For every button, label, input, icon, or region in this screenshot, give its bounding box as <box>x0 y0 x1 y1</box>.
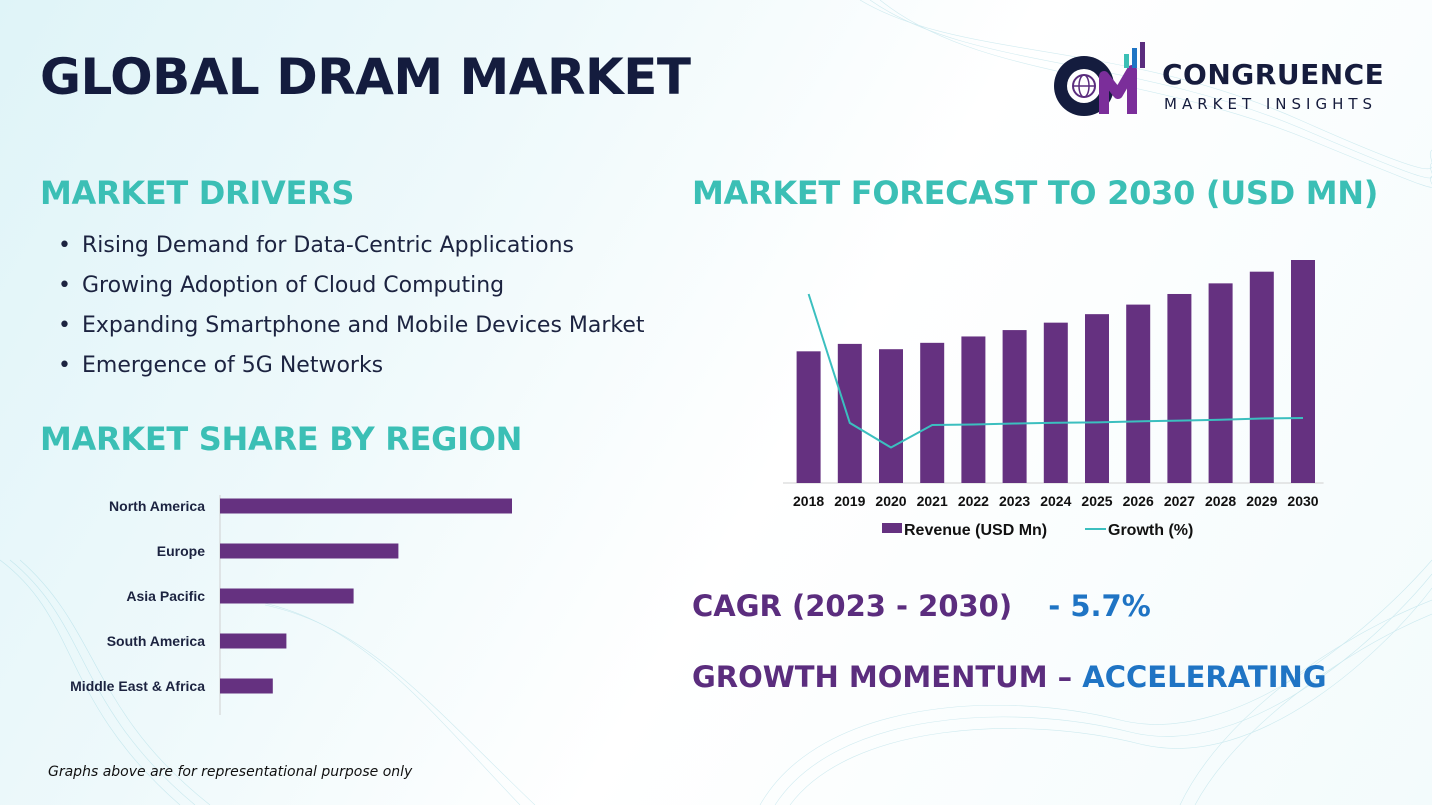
driver-text: Rising Demand for Data-Centric Applicati… <box>82 233 574 258</box>
year-tick-label: 2027 <box>1164 493 1195 509</box>
revenue-bar <box>1167 293 1192 483</box>
driver-text: Expanding Smartphone and Mobile Devices … <box>82 313 645 338</box>
legend-revenue-label: Revenue (USD Mn) <box>904 522 1047 539</box>
drivers-list: • Rising Demand for Data-Centric Applicat… <box>58 230 645 390</box>
region-share-chart: North America Europe Asia Pacific South Ame… <box>70 495 512 715</box>
year-tick-label: 2030 <box>1287 493 1318 509</box>
region-tick-label: North America <box>109 498 205 514</box>
revenue-bar <box>837 343 862 483</box>
list-item: • Rising Demand for Data-Centric Applicat… <box>58 233 574 258</box>
driver-text: Growing Adoption of Cloud Computing <box>82 273 505 298</box>
driver-text: Emergence of 5G Networks <box>82 353 384 378</box>
year-tick-label: 2020 <box>875 493 906 509</box>
legend-growth-label: Growth (%) <box>1108 522 1193 539</box>
list-item: • Emergence of 5G Networks <box>58 353 384 378</box>
year-tick-label: 2022 <box>958 493 989 509</box>
brand-logo: CONGRUENCE MARKET INSIGHTS <box>1046 40 1396 120</box>
revenue-bar <box>1249 271 1274 483</box>
legend-revenue-swatch <box>882 523 902 533</box>
forecast-heading: MARKET FORECAST TO 2030 (USD MN) <box>692 174 1379 212</box>
cagr-label: CAGR (2023 - 2030) <box>692 589 1013 623</box>
year-tick-label: 2028 <box>1205 493 1236 509</box>
list-item: • Growing Adoption of Cloud Computing <box>58 273 505 298</box>
drivers-heading: MARKET DRIVERS <box>40 174 355 212</box>
footnote: Graphs above are for representational pu… <box>48 764 413 780</box>
momentum-label: GROWTH MOMENTUM – <box>692 660 1073 694</box>
region-bar <box>220 678 273 694</box>
region-tick-label: Middle East & Africa <box>70 678 205 694</box>
year-tick-label: 2025 <box>1081 493 1112 509</box>
logo-mark-icon <box>1054 42 1145 116</box>
revenue-bar <box>1208 283 1233 483</box>
revenue-bar <box>1126 304 1151 483</box>
revenue-bar <box>920 342 945 483</box>
region-tick-label: South America <box>107 633 205 649</box>
year-tick-label: 2024 <box>1040 493 1071 509</box>
revenue-bar <box>796 351 821 483</box>
region-heading: MARKET SHARE BY REGION <box>40 420 523 458</box>
year-tick-label: 2029 <box>1246 493 1277 509</box>
region-bar <box>220 498 512 514</box>
region-bar <box>220 633 287 649</box>
revenue-bar <box>1291 260 1315 483</box>
region-tick-label: Asia Pacific <box>126 588 205 604</box>
growth-line <box>807 293 1304 449</box>
region-bar <box>220 588 354 604</box>
region-bar <box>220 543 399 559</box>
year-tick-label: 2026 <box>1123 493 1154 509</box>
year-tick-label: 2019 <box>834 493 865 509</box>
list-item: • Expanding Smartphone and Mobile Devices… <box>58 313 645 338</box>
momentum-value: ACCELERATING <box>1082 660 1327 694</box>
revenue-bar <box>879 349 903 483</box>
page-title: GLOBAL DRAM MARKET <box>40 48 691 106</box>
region-tick-label: Europe <box>157 543 205 559</box>
brand-tagline: MARKET INSIGHTS <box>1164 95 1378 113</box>
momentum-line: GROWTH MOMENTUM – ACCELERATING <box>692 660 1327 694</box>
forecast-chart: 2018 2019 2020 2021 2022 2023 2024 2025 2026 2027… <box>783 260 1324 539</box>
year-tick-label: 2018 <box>793 493 824 509</box>
brand-name: CONGRUENCE <box>1162 58 1385 91</box>
year-tick-label: 2023 <box>999 493 1030 509</box>
revenue-bar <box>1002 330 1027 483</box>
revenue-bar <box>961 336 986 483</box>
revenue-bar <box>1043 322 1068 483</box>
cagr-value: - 5.7% <box>1048 589 1151 623</box>
year-tick-label: 2021 <box>917 493 948 509</box>
cagr-line: CAGR (2023 - 2030) - 5.7% <box>692 589 1151 623</box>
revenue-bar <box>1085 314 1109 483</box>
